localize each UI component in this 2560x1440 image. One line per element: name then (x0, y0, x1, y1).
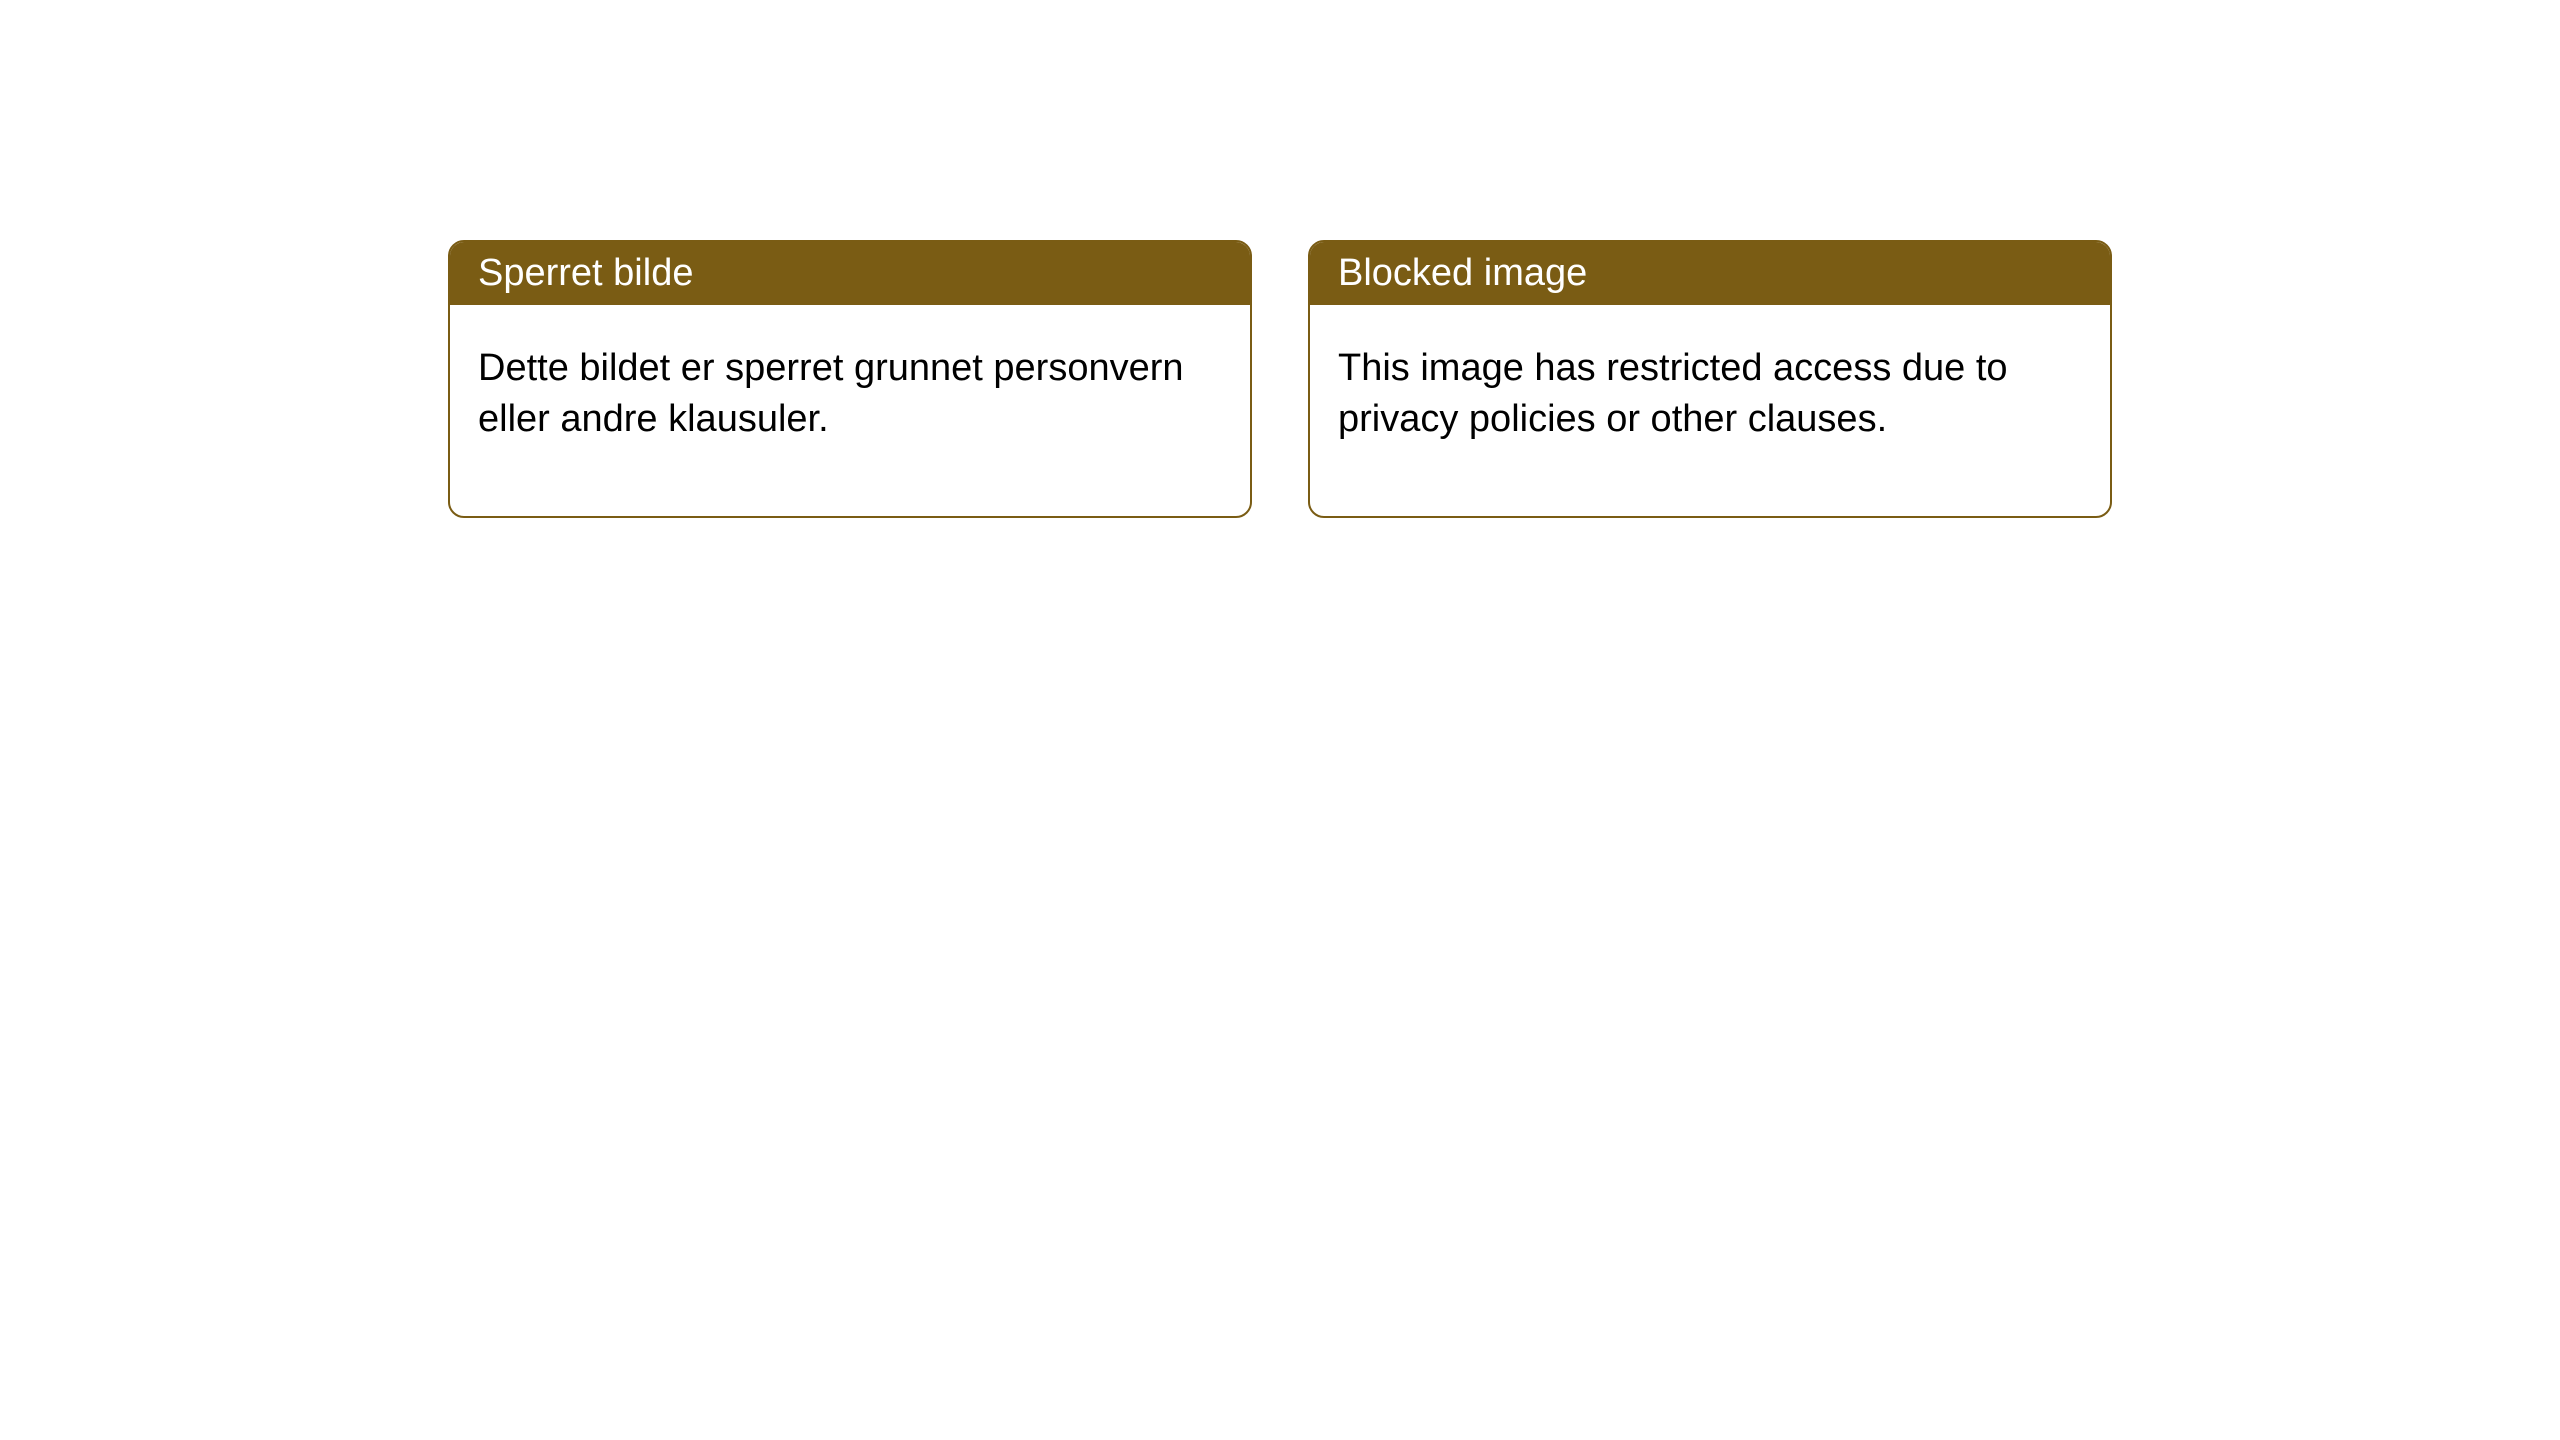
card-body-english: This image has restricted access due to … (1310, 305, 2110, 516)
card-body-norwegian: Dette bildet er sperret grunnet personve… (450, 305, 1250, 516)
card-text-norwegian: Dette bildet er sperret grunnet personve… (478, 347, 1184, 440)
notice-cards-container: Sperret bilde Dette bildet er sperret gr… (448, 240, 2112, 518)
card-title-english: Blocked image (1338, 252, 1587, 294)
card-text-english: This image has restricted access due to … (1338, 347, 2008, 440)
card-header-english: Blocked image (1310, 242, 2110, 305)
card-title-norwegian: Sperret bilde (478, 252, 693, 294)
notice-card-english: Blocked image This image has restricted … (1308, 240, 2112, 518)
card-header-norwegian: Sperret bilde (450, 242, 1250, 305)
notice-card-norwegian: Sperret bilde Dette bildet er sperret gr… (448, 240, 1252, 518)
